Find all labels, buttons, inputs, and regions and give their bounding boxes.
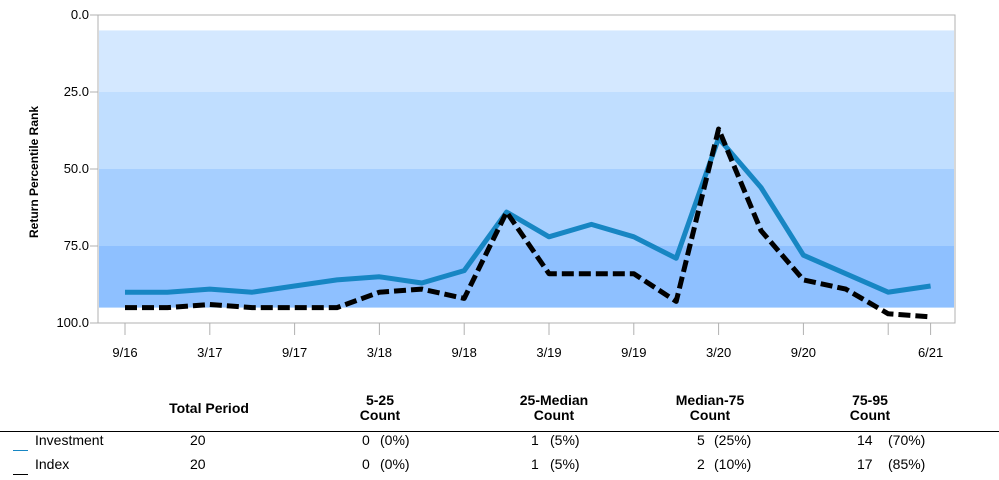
y-tick-label: 75.0	[64, 238, 89, 253]
row-index-c1: 0	[362, 456, 370, 472]
header-label: Count	[359, 407, 401, 423]
row-investment-name: Investment	[35, 432, 104, 448]
x-tick-label: 9/20	[791, 345, 816, 360]
percentile-band-2	[99, 92, 954, 169]
row-investment-c3: 5	[697, 432, 705, 448]
y-tick-label: 50.0	[64, 161, 89, 176]
header-median-75-count: Median-75 Count	[640, 393, 780, 423]
row-investment-p3: (25%)	[714, 432, 752, 448]
y-tick-label: 0.0	[71, 7, 89, 22]
row-index-total: 20	[190, 456, 206, 472]
header-divider	[0, 431, 999, 432]
header-total-period: Total Period	[150, 401, 268, 416]
row-index-c4: 17	[857, 456, 873, 472]
row-investment-c2: 1	[531, 432, 539, 448]
header-label: Total Period	[169, 400, 249, 416]
row-investment-total: 20	[190, 432, 206, 448]
header-label: 25-Median	[519, 392, 589, 408]
row-investment-p1: (0%)	[380, 432, 410, 448]
index-legend-swatch	[13, 474, 28, 475]
x-tick-label: 3/17	[197, 345, 222, 360]
x-tick-label: 3/18	[367, 345, 392, 360]
row-index-c2: 1	[531, 456, 539, 472]
header-label: Count	[533, 407, 575, 423]
header-25-median-count: 25-Median Count	[484, 393, 624, 423]
row-investment-c4: 14	[857, 432, 873, 448]
y-axis-label: Return Percentile Rank	[27, 106, 41, 238]
y-axis: 0.0 25.0 50.0 75.0 100.0	[56, 7, 98, 330]
row-investment-p2: (5%)	[550, 432, 580, 448]
x-tick-label: 3/20	[706, 345, 731, 360]
header-75-95-count: 75-95 Count	[810, 393, 930, 423]
y-tick-label: 25.0	[64, 84, 89, 99]
x-tick-label: 6/21	[918, 345, 943, 360]
percentile-band-1	[99, 30, 954, 92]
header-label: Count	[689, 407, 731, 423]
investment-legend-swatch	[13, 450, 28, 451]
row-investment-c1: 0	[362, 432, 370, 448]
x-tick-label: 9/18	[452, 345, 477, 360]
percentile-band-3	[99, 169, 954, 246]
percentile-band-4	[99, 246, 954, 308]
header-label: 75-95	[852, 392, 888, 408]
row-index-p3: (10%)	[714, 456, 752, 472]
x-axis: 9/16 3/17 9/17 3/18 9/18 3/19 9/19 3/20 9/20 6/21	[112, 323, 943, 360]
row-index-p1: (0%)	[380, 456, 410, 472]
row-index-c3: 2	[697, 456, 705, 472]
row-index-p2: (5%)	[550, 456, 580, 472]
series-line-index	[125, 126, 931, 320]
header-label: 5-25	[365, 392, 395, 408]
series-lines	[125, 126, 931, 320]
row-investment-p4: (70%)	[888, 432, 926, 448]
x-tick-label: 9/17	[282, 345, 307, 360]
row-index-name: Index	[35, 456, 70, 472]
header-5-25-count: 5-25 Count	[320, 393, 440, 423]
x-tick-label: 9/16	[112, 345, 137, 360]
x-tick-label: 9/19	[621, 345, 646, 360]
header-label: Median-75	[675, 392, 745, 408]
x-tick-label: 3/19	[536, 345, 561, 360]
header-label: Count	[849, 407, 891, 423]
row-index-p4: (85%)	[888, 456, 926, 472]
series-line-investment	[125, 135, 931, 295]
y-tick-label: 100.0	[56, 315, 89, 330]
